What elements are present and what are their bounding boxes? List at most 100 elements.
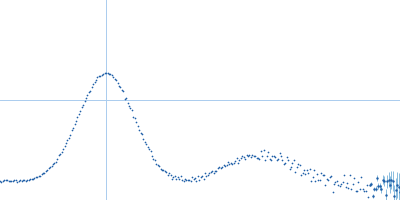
Point (245, 154, 251, 157)
Point (305, 172, 312, 175)
Point (240, 156, 247, 159)
Point (216, 165, 222, 168)
Point (306, 168, 313, 171)
Point (94, 75, 101, 78)
Point (126, 105, 132, 108)
Point (289, 162, 296, 165)
Point (51, 161, 58, 165)
Point (358, 175, 364, 179)
Point (222, 164, 228, 168)
Point (109, 73, 115, 77)
Point (16, 179, 22, 182)
Point (112, 78, 118, 81)
Point (170, 176, 177, 179)
Point (288, 166, 294, 169)
Point (146, 147, 152, 151)
Point (210, 172, 217, 175)
Point (106, 73, 112, 76)
Point (309, 175, 316, 178)
Point (160, 168, 167, 171)
Point (242, 157, 248, 160)
Point (352, 189, 359, 192)
Point (77, 110, 84, 113)
Point (302, 172, 308, 175)
Point (229, 162, 236, 165)
Point (43, 170, 49, 173)
Point (271, 154, 277, 157)
Point (36, 174, 42, 178)
Point (183, 179, 190, 182)
Point (223, 163, 230, 167)
Point (149, 154, 155, 157)
Point (225, 161, 231, 164)
Point (4, 179, 10, 182)
Point (0, 179, 6, 182)
Point (58, 150, 65, 153)
Point (192, 176, 198, 180)
Point (238, 156, 244, 159)
Point (354, 190, 360, 193)
Point (243, 154, 250, 157)
Point (74, 116, 81, 119)
Point (2, 179, 9, 182)
Point (92, 80, 98, 83)
Point (41, 171, 48, 174)
Point (326, 175, 333, 179)
Point (26, 178, 32, 182)
Point (276, 151, 283, 155)
Point (298, 173, 304, 176)
Point (172, 175, 178, 178)
Point (14, 180, 20, 183)
Point (136, 128, 142, 132)
Point (127, 107, 134, 110)
Point (34, 176, 40, 179)
Point (169, 177, 175, 181)
Point (144, 145, 151, 149)
Point (143, 143, 150, 146)
Point (236, 158, 243, 162)
Point (202, 171, 208, 174)
Point (38, 173, 45, 176)
Point (76, 112, 82, 115)
Point (173, 177, 180, 180)
Point (198, 176, 204, 179)
Point (252, 154, 258, 158)
Point (335, 184, 342, 187)
Point (97, 74, 104, 78)
Point (178, 174, 184, 177)
Point (284, 156, 290, 159)
Point (364, 184, 370, 187)
Point (260, 148, 267, 151)
Point (11, 178, 18, 182)
Point (20, 178, 26, 181)
Point (156, 165, 162, 168)
Point (341, 174, 347, 177)
Point (218, 167, 224, 170)
Point (24, 178, 30, 182)
Point (314, 173, 320, 176)
Point (176, 177, 182, 180)
Point (259, 155, 266, 158)
Point (48, 164, 55, 167)
Point (213, 169, 220, 172)
Point (154, 164, 161, 167)
Point (47, 165, 53, 169)
Point (264, 154, 270, 158)
Point (256, 157, 263, 161)
Point (27, 177, 33, 180)
Point (87, 89, 94, 93)
Point (360, 188, 366, 191)
Point (96, 75, 102, 78)
Point (193, 179, 200, 182)
Point (203, 174, 210, 178)
Point (274, 159, 280, 162)
Point (324, 177, 330, 181)
Point (93, 78, 99, 82)
Point (70, 127, 76, 130)
Point (33, 176, 39, 179)
Point (348, 187, 354, 190)
Point (246, 153, 253, 156)
Point (1, 179, 8, 182)
Point (152, 158, 158, 161)
Point (73, 120, 79, 123)
